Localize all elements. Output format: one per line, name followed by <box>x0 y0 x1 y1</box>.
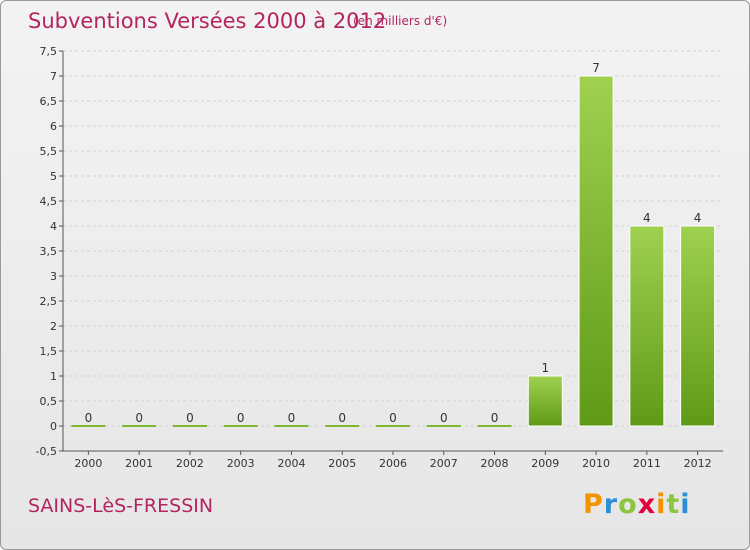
chart-title: Subventions Versées 2000 à 2012 <box>28 9 387 33</box>
logo-letter: P <box>583 489 604 520</box>
commune-name: SAINS-LèS-FRESSIN <box>28 495 214 517</box>
y-tick-label: 6 <box>50 120 57 133</box>
x-tick-label: 2003 <box>227 457 255 470</box>
data-label: 7 <box>592 61 600 75</box>
data-label: 0 <box>85 411 93 425</box>
y-tick-label: 7,5 <box>40 45 58 58</box>
y-tick-label: -0,5 <box>36 445 57 458</box>
data-label: 0 <box>135 411 143 425</box>
x-tick-label: 2001 <box>125 457 153 470</box>
axes: -0,5 0 0,5 1 1,5 2 2,5 3 3,5 4 4,5 5 5,5 6 6,5 7 7,5 2000… <box>36 45 723 470</box>
x-tick-label: 2010 <box>582 457 610 470</box>
data-label: 0 <box>186 411 194 425</box>
bar <box>325 425 360 427</box>
bar <box>629 225 665 427</box>
x-tick-label: 2004 <box>277 457 305 470</box>
x-tick-label: 2005 <box>328 457 356 470</box>
data-label: 0 <box>338 411 346 425</box>
x-tick-label: 2000 <box>74 457 102 470</box>
x-tick-label: 2012 <box>684 457 712 470</box>
grid-lines <box>63 50 723 427</box>
x-tick-label: 2007 <box>430 457 458 470</box>
y-tick-label: 7 <box>50 70 57 83</box>
y-tick-label: 0,5 <box>40 395 58 408</box>
y-tick-label: 2,5 <box>40 295 58 308</box>
logo-letter: o <box>618 489 638 520</box>
bar <box>680 225 716 427</box>
data-label: 4 <box>694 211 702 225</box>
data-label: 0 <box>491 411 499 425</box>
logo-letter: r <box>603 489 619 520</box>
y-tick-label: 4 <box>50 220 57 233</box>
y-tick-label: 3,5 <box>40 245 58 258</box>
y-tick-label: 5 <box>50 170 57 183</box>
bar <box>71 425 106 427</box>
bar <box>172 425 207 427</box>
data-label: 0 <box>237 411 245 425</box>
y-tick-label: 5,5 <box>40 145 58 158</box>
logo-letter: t <box>666 489 681 520</box>
y-tick-label: 6,5 <box>40 95 58 108</box>
data-label: 0 <box>440 411 448 425</box>
y-tick-label: 2 <box>50 320 57 333</box>
logo-letter: i <box>656 489 667 520</box>
logo-letter: x <box>637 489 657 520</box>
bar <box>274 425 309 427</box>
bar <box>122 425 157 427</box>
chart-subtitle: (en milliers d'€) <box>353 14 448 28</box>
data-label: 1 <box>541 361 549 375</box>
data-label: 0 <box>389 411 397 425</box>
y-tick-label: 0 <box>50 420 57 433</box>
data-label: 4 <box>643 211 651 225</box>
bar <box>426 425 461 427</box>
x-tick-label: 2011 <box>633 457 661 470</box>
x-tick-label: 2008 <box>481 457 509 470</box>
bar <box>527 375 563 427</box>
y-tick-label: 3 <box>50 270 57 283</box>
y-tick-label: 1 <box>50 370 57 383</box>
x-tick-label: 2002 <box>176 457 204 470</box>
labels: 0 0 0 0 0 0 0 0 0 1 7 4 4 <box>85 61 702 425</box>
data-label: 0 <box>288 411 296 425</box>
x-tick-label: 2009 <box>531 457 559 470</box>
bar <box>477 425 512 427</box>
logo-letter: i <box>680 489 691 520</box>
bar <box>223 425 258 427</box>
y-tick-label: 4,5 <box>40 195 58 208</box>
y-tick-label: 1,5 <box>40 345 58 358</box>
proxiti-logo: Proxiti <box>583 489 691 520</box>
bar <box>578 75 614 427</box>
bars <box>71 75 716 427</box>
x-tick-label: 2006 <box>379 457 407 470</box>
bar <box>376 425 410 427</box>
